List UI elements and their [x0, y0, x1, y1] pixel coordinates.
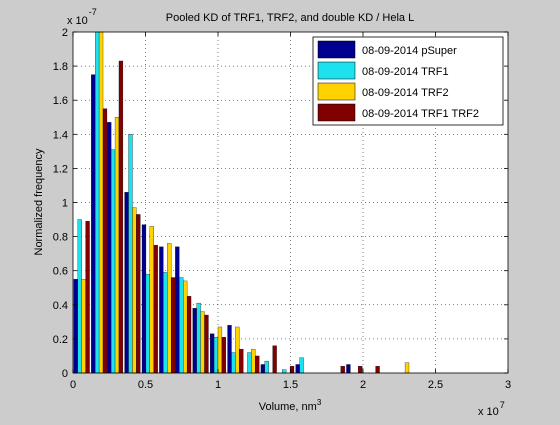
histogram-bar	[192, 308, 197, 374]
histogram-bar	[375, 366, 380, 374]
histogram-bar	[114, 117, 120, 374]
legend-entry-label: 08-09-2014 TRF1	[362, 66, 449, 78]
histogram-bar	[272, 345, 277, 374]
legend-entry-label: 08-09-2014 pSuper	[362, 45, 457, 57]
histogram-bar	[85, 221, 90, 374]
histogram-bar	[98, 31, 104, 374]
histogram-bar	[136, 214, 141, 374]
histogram-bar	[295, 364, 300, 374]
histogram-bar	[145, 273, 151, 374]
y-exponent: x 10-7	[67, 7, 97, 27]
histogram-bar	[231, 352, 236, 374]
y-tick-label: 0.6	[53, 266, 68, 278]
histogram-bar	[95, 31, 100, 374]
y-tick-label: 1	[62, 198, 68, 210]
histogram-bar	[210, 333, 215, 374]
histogram-bar	[299, 357, 304, 374]
y-tick-label: 1.4	[53, 129, 68, 141]
bar-series	[73, 31, 410, 374]
x-tick-label: 2.5	[428, 379, 443, 391]
histogram-bar	[159, 246, 164, 374]
x-exponent-power: 7	[500, 400, 505, 410]
legend-entry-label: 08-09-2014 TRF2	[362, 87, 449, 99]
x-tick-label: 1.5	[283, 379, 298, 391]
histogram-bar	[141, 224, 147, 374]
histogram-bar	[221, 337, 226, 374]
y-exponent-power: -7	[89, 7, 97, 17]
legend-swatch	[317, 82, 356, 101]
x-axis-label-superscript: 3	[317, 398, 322, 407]
histogram-bar	[404, 362, 410, 374]
histogram-bar	[227, 325, 232, 374]
histogram-bar	[153, 244, 158, 374]
chart-title: Pooled KD of TRF1, TRF2, and double KD /…	[166, 12, 414, 24]
histogram-bar	[107, 122, 112, 374]
y-tick-label: 0.8	[53, 232, 68, 244]
histogram-bar	[171, 277, 176, 374]
legend: 08-09-2014 pSuper 08-09-2014 TRF1 08-09-20…	[312, 36, 504, 126]
x-tick-label: 2	[360, 379, 366, 391]
histogram-bar	[163, 272, 168, 374]
histogram-bar	[91, 74, 96, 374]
legend-swatch	[317, 103, 356, 122]
histogram-bar	[167, 243, 172, 374]
histogram-bar	[196, 302, 201, 374]
histogram-bar	[175, 246, 180, 374]
y-tick-label: 2	[62, 27, 68, 39]
legend-swatch	[317, 61, 356, 80]
x-tick-label: 0	[70, 379, 76, 391]
x-exponent-base: x 10	[478, 406, 499, 418]
histogram-bar	[251, 348, 256, 374]
histogram-bar	[264, 360, 269, 374]
histogram-bar	[358, 366, 363, 374]
x-tick-label: 3	[505, 379, 511, 391]
histogram-bar	[118, 60, 124, 374]
histogram-bar	[183, 280, 188, 374]
histogram-bar	[77, 219, 82, 374]
histogram-bar	[204, 314, 209, 374]
histogram-bar	[346, 364, 351, 374]
histogram-bar	[247, 352, 252, 374]
histogram-bar	[73, 279, 78, 374]
y-tick-label: 1.8	[53, 61, 68, 73]
y-tick-label: 1.2	[53, 163, 68, 175]
histogram-bar	[282, 369, 287, 374]
histogram-bar	[235, 326, 240, 374]
histogram-bar	[255, 355, 260, 374]
legend-swatch	[317, 40, 356, 59]
histogram-bar	[81, 279, 86, 374]
histogram-bar	[124, 192, 129, 374]
x-axis-label-text: Volume, nm	[259, 401, 317, 413]
histogram-bar	[132, 207, 137, 374]
x-axis-label: Volume, nm3	[259, 398, 322, 413]
histogram-bar	[102, 108, 108, 374]
legend-entry-label: 08-09-2014 TRF1 TRF2	[362, 108, 479, 120]
histogram-bar	[200, 311, 205, 374]
histogram-bar	[239, 348, 244, 374]
histogram-bar	[260, 364, 265, 374]
y-axis-label: Normalized frequency	[33, 148, 45, 255]
x-tick-label: 1	[215, 379, 221, 391]
histogram-bar	[179, 277, 184, 374]
y-tick-label: 1.6	[53, 95, 68, 107]
histogram-bar	[217, 326, 223, 374]
histogram-bar	[186, 296, 192, 374]
x-exponent: x 107	[478, 400, 505, 418]
series-4-bars	[85, 60, 380, 374]
histogram-bar	[213, 337, 219, 374]
histogram-bar	[340, 366, 345, 374]
y-tick-label: 0	[62, 368, 68, 380]
y-exponent-base: x 10	[67, 15, 88, 27]
y-tick-label: 0.2	[53, 334, 68, 346]
histogram-bar	[110, 149, 116, 374]
y-tick-label: 0.4	[53, 300, 68, 312]
histogram-bar	[149, 226, 154, 374]
x-tick-label: 0.5	[138, 379, 153, 391]
axis-ticks: 0 0.5 1 1.5 2 2.5 3 0 0.2 0.4 0.6 0.8 1 1.2 1.4 1.6 1.8 2	[53, 27, 511, 391]
histogram-bar	[128, 134, 133, 374]
